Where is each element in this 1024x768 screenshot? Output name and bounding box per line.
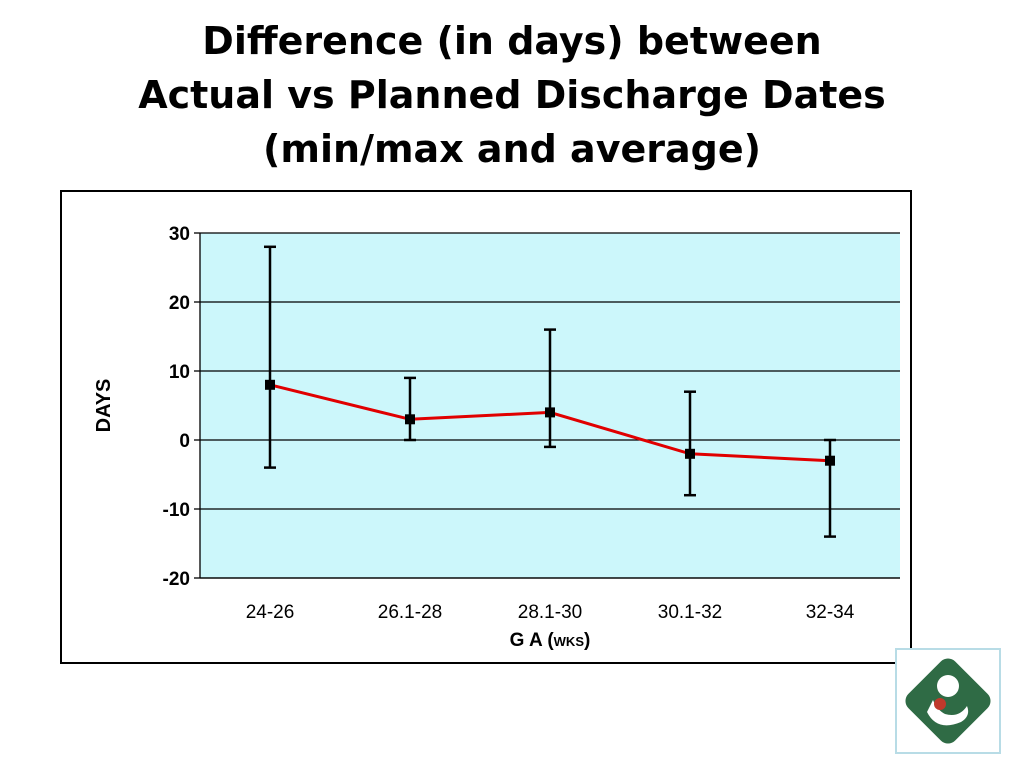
y-tick-label: 30 <box>169 224 190 245</box>
y-tick-label: 20 <box>169 293 190 314</box>
logo-baby-head <box>934 698 946 710</box>
title-line-3: (min/max and average) <box>263 127 761 171</box>
average-marker <box>545 407 555 418</box>
y-tick-label: 0 <box>179 431 190 452</box>
logo-mother-head <box>937 675 959 697</box>
average-marker <box>265 379 275 390</box>
mother-and-baby-logo-icon <box>905 658 991 744</box>
x-tick-label: 30.1-32 <box>658 602 722 623</box>
chart-frame: 30 20 10 0 -10 -20 24-26 26.1-28 28.1-30 30.1-32 3… <box>60 190 912 664</box>
x-tick-label: 24-26 <box>246 602 295 623</box>
y-tick-label: -20 <box>163 569 190 590</box>
average-marker <box>825 455 835 466</box>
average-marker <box>685 448 695 459</box>
title-line-1: Difference (in days) between <box>202 19 822 63</box>
x-tick-label: 28.1-30 <box>518 602 582 623</box>
average-marker <box>405 414 415 425</box>
logo-diamond <box>905 658 991 744</box>
title-line-2: Actual vs Planned Discharge Dates <box>138 73 886 117</box>
y-tick-label: 10 <box>169 362 190 383</box>
y-tick-label: -10 <box>163 500 190 521</box>
x-axis-title: G A (wks) <box>510 630 591 651</box>
x-tick-label: 32-34 <box>806 602 855 623</box>
y-axis-title: DAYS <box>93 379 115 433</box>
x-axis-title-main: G A <box>510 630 548 651</box>
slide-title: Difference (in days) between Actual vs P… <box>0 14 1024 176</box>
logo-badge <box>895 648 1001 754</box>
x-axis-title-unit: (wks) <box>547 630 590 651</box>
logo-mother-arm <box>927 700 969 726</box>
x-tick-label: 26.1-28 <box>378 602 442 623</box>
chart-svg: 30 20 10 0 -10 -20 24-26 26.1-28 28.1-30 30.1-32 3… <box>93 224 900 651</box>
